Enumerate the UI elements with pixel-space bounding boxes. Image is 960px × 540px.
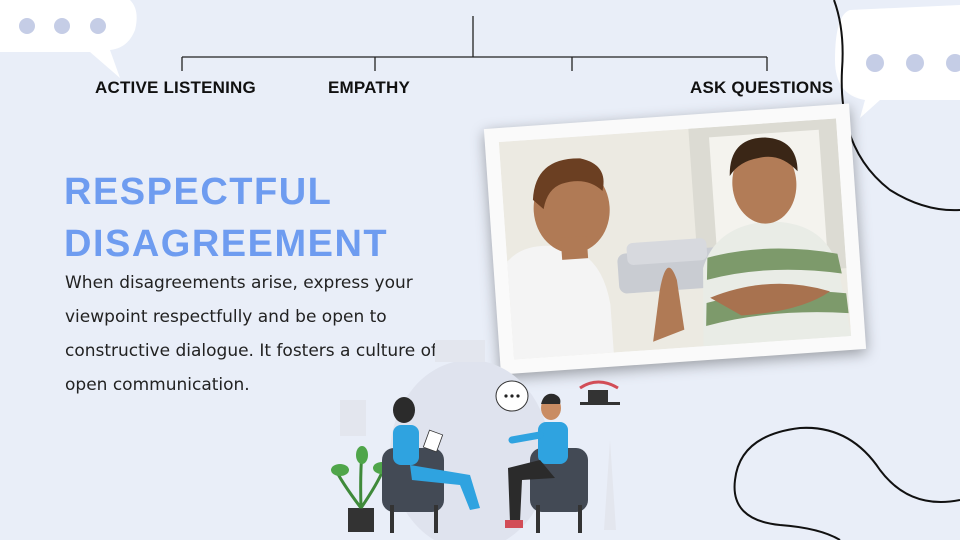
decorative-curve-bottom-right bbox=[733, 426, 960, 540]
speech-bubble-top-left bbox=[0, 0, 137, 78]
section-body: When disagreements arise, express your v… bbox=[65, 273, 438, 395]
bubble-dot bbox=[54, 18, 70, 34]
speech-bubble-top-right bbox=[833, 0, 960, 212]
bubble-dot bbox=[906, 54, 924, 72]
bubble-dot bbox=[90, 18, 106, 34]
bubble-dot bbox=[866, 54, 884, 72]
topic-ask-questions: ASK QUESTIONS bbox=[690, 78, 834, 97]
section-title-line1: RESPECTFUL bbox=[64, 171, 333, 213]
counseling-session-illustration bbox=[331, 340, 620, 540]
topic-empathy: EMPATHY bbox=[328, 78, 410, 97]
bubble-dot bbox=[946, 54, 960, 72]
two-men-talking-illustration bbox=[498, 118, 852, 360]
section-title: RESPECTFUL DISAGREEMENT bbox=[64, 166, 388, 270]
bubble-dot bbox=[19, 18, 35, 34]
topic-connector-lines bbox=[181, 16, 768, 71]
topic-active-listening: ACTIVE LISTENING bbox=[95, 78, 256, 97]
photo-frame bbox=[483, 103, 867, 375]
section-title-line2: DISAGREEMENT bbox=[64, 223, 389, 265]
